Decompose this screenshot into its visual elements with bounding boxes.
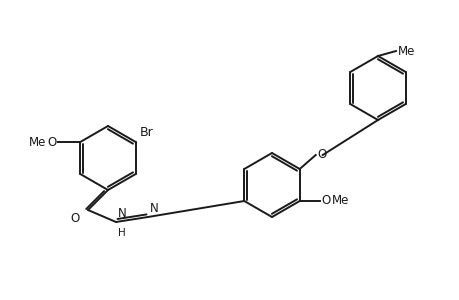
Text: H: H [118, 228, 125, 238]
Text: O: O [71, 212, 80, 225]
Text: Me: Me [331, 194, 348, 208]
Text: Br: Br [140, 126, 153, 139]
Text: Me: Me [29, 136, 46, 148]
Text: O: O [317, 148, 326, 160]
Text: Me: Me [397, 44, 414, 58]
Text: N: N [150, 202, 158, 215]
Text: N: N [118, 207, 127, 220]
Text: O: O [321, 194, 330, 208]
Text: O: O [47, 136, 56, 148]
